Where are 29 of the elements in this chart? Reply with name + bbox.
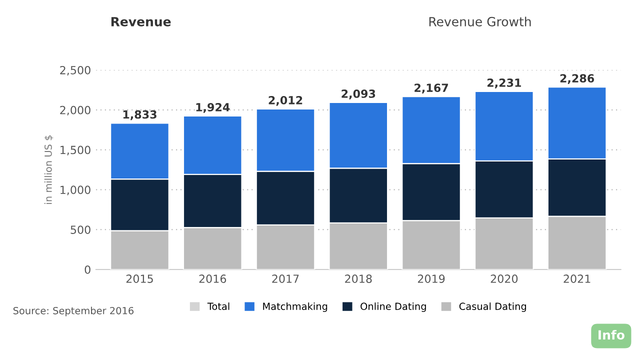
x-tick-label: 2015 xyxy=(126,274,153,283)
y-tick-label: 2,500 xyxy=(60,66,90,76)
x-tick-label: 2018 xyxy=(345,274,372,283)
y-tick-label: 2,000 xyxy=(60,106,90,116)
y-tick-label: 500 xyxy=(70,226,90,234)
x-tick-label: 2019 xyxy=(418,274,445,283)
legend-label: Total xyxy=(207,302,230,310)
total-label: 2,231 xyxy=(487,78,521,88)
y-tick-label: 1,000 xyxy=(60,186,90,196)
legend-label: Casual Dating xyxy=(459,302,526,312)
legend-label: Online Dating xyxy=(360,302,426,312)
total-label: 2,167 xyxy=(414,84,448,94)
y-axis-title: in million US $ xyxy=(44,136,54,204)
total-label: 1,924 xyxy=(196,103,230,113)
total-label: 1,833 xyxy=(123,110,156,120)
chart-title: Revenue xyxy=(111,17,171,26)
x-tick-label: 2020 xyxy=(490,274,518,283)
total-label: 2,012 xyxy=(268,96,302,106)
y-tick-label: 0 xyxy=(84,265,90,274)
x-tick-label: 2021 xyxy=(564,274,590,283)
x-tick-label: 2017 xyxy=(272,274,299,283)
legend-label: Matchmaking xyxy=(263,302,328,312)
total-label: 2,286 xyxy=(560,74,594,84)
text: Revenue Growth xyxy=(429,16,531,26)
y-tick-label: 1,500 xyxy=(60,146,90,156)
source-note: Source: September 2016 xyxy=(13,306,134,316)
x-tick-label: 2016 xyxy=(199,274,226,283)
total-label: 2,093 xyxy=(342,90,376,100)
text: Info xyxy=(598,330,624,340)
